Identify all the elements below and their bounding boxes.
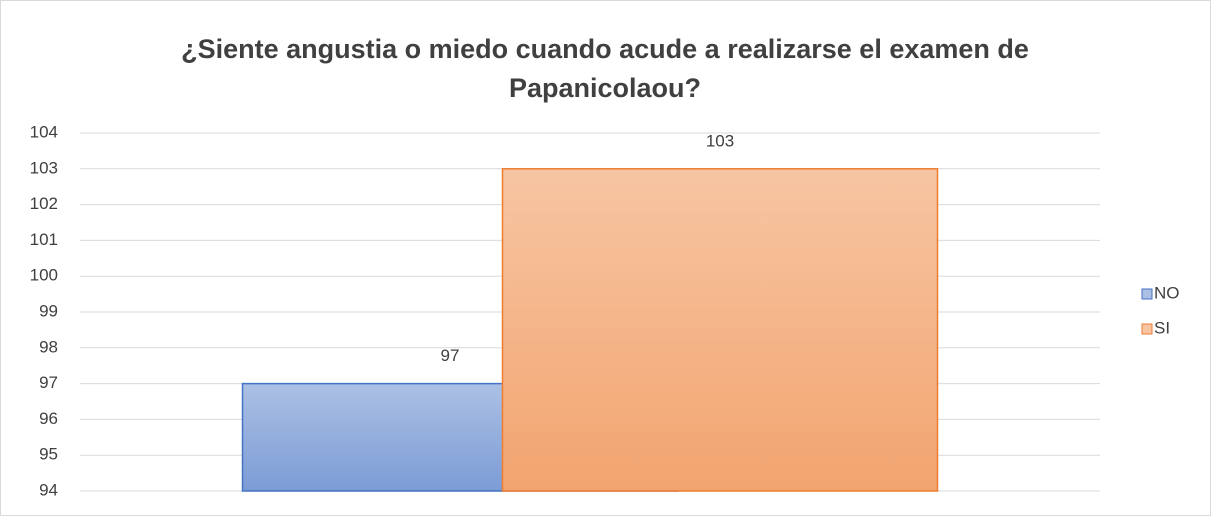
y-tick-label: 100 [30,266,58,285]
data-label: 97 [441,346,460,365]
data-label: 103 [706,131,734,150]
legend-label: SI [1154,318,1170,337]
legend-swatch [1141,323,1153,335]
y-tick-label: 99 [39,301,58,320]
y-tick-label: 98 [39,337,58,356]
y-tick-label: 97 [39,373,58,392]
y-tick-label: 101 [30,230,58,249]
y-tick-label: 95 [39,445,58,464]
y-tick-label: 94 [39,480,58,499]
bar [501,168,939,492]
y-tick-label: 96 [39,409,58,428]
legend-label: NO [1154,283,1180,302]
y-tick-label: 103 [30,158,58,177]
legend-swatch [1141,288,1153,300]
y-tick-label: 102 [30,194,58,213]
y-tick-label: 104 [30,122,58,141]
chart-title: ¿Siente angustia o miedo cuando acude a … [181,34,1029,103]
